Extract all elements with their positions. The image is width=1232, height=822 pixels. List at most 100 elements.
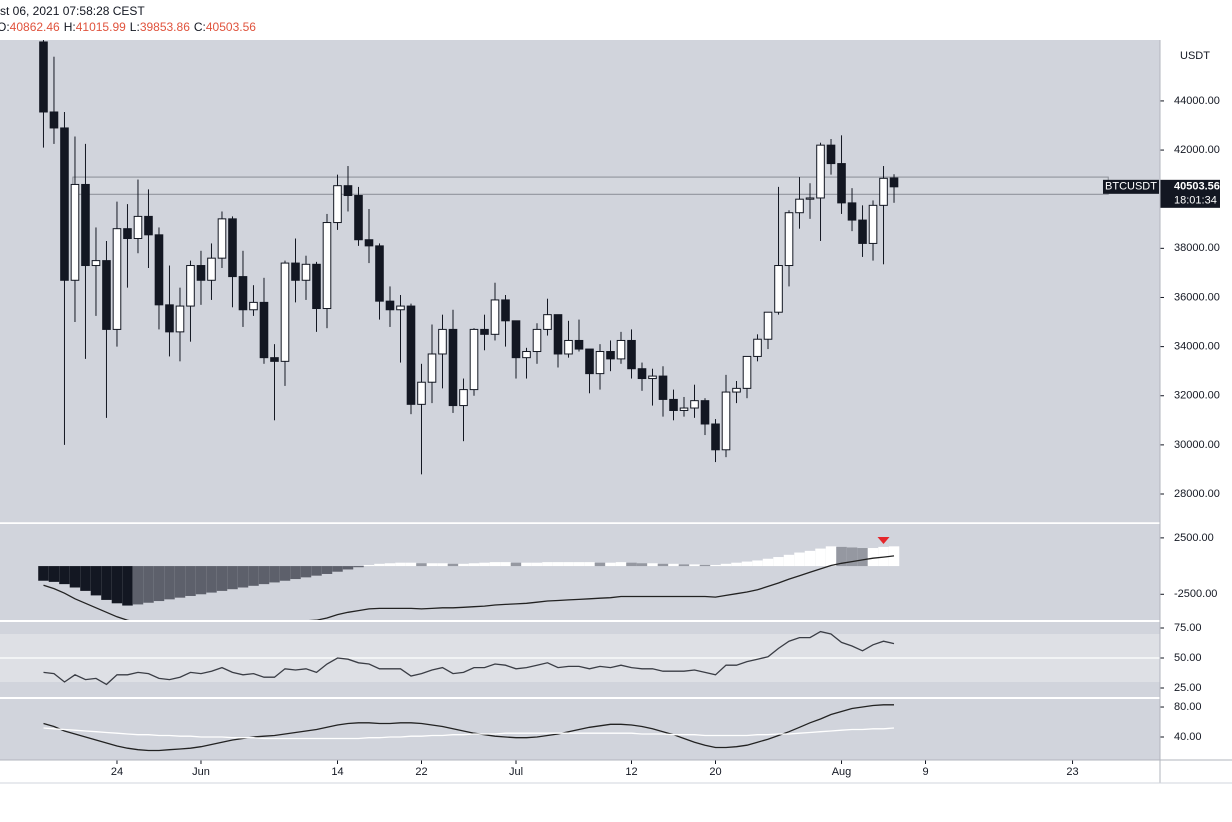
histogram-bar — [563, 562, 574, 567]
ohlc-label: C: — [194, 20, 206, 34]
candle-body — [658, 375, 668, 400]
histogram-bar — [846, 547, 858, 567]
candle-body — [511, 320, 521, 359]
ohlc-value: 40503.56 — [206, 20, 256, 34]
candle-body — [711, 423, 720, 451]
indicator-line — [43, 704, 894, 752]
y-tick-label: 32000.00 — [1174, 390, 1220, 402]
histogram-bar — [500, 562, 511, 567]
ohlc-value: 40862.46 — [10, 20, 60, 34]
histogram-bar — [731, 562, 742, 567]
candle-body — [60, 127, 69, 281]
candle-body — [186, 265, 195, 307]
indicator-line — [43, 630, 895, 686]
histogram-bar — [311, 566, 322, 576]
candle-body — [879, 177, 888, 206]
candle-body — [522, 351, 531, 359]
candle-body — [648, 375, 657, 380]
chart-title: st 06, 2021 07:58:28 CEST — [0, 4, 145, 18]
pane-bg — [0, 40, 1160, 523]
x-tick-label: 22 — [415, 766, 427, 778]
histogram-bar — [531, 562, 543, 567]
candle-body — [742, 355, 752, 389]
candle-body — [123, 228, 132, 240]
x-tick-label: 24 — [111, 766, 123, 778]
histogram-bar — [248, 566, 259, 586]
resistance-zone — [72, 176, 1109, 195]
histogram-bar — [626, 562, 637, 567]
y-tick-label: 25.00 — [1174, 682, 1202, 694]
countdown: 18:01:34 — [1174, 195, 1217, 207]
histogram-bar — [773, 557, 784, 567]
candle-body — [784, 212, 794, 267]
candle-body — [490, 299, 500, 335]
candle-body — [795, 198, 804, 214]
histogram-bar — [195, 566, 207, 595]
y-tick-label: 36000.00 — [1174, 291, 1220, 303]
candle-body — [396, 305, 405, 311]
histogram-bar — [395, 562, 406, 567]
histogram-bar — [111, 566, 123, 604]
histogram-bar — [38, 566, 49, 581]
candle-body — [721, 391, 731, 451]
candle-body — [637, 368, 647, 380]
y-tick-label: -2500.00 — [1174, 588, 1217, 600]
histogram-bar — [321, 566, 333, 574]
histogram-bar — [710, 564, 721, 567]
candle-body — [774, 265, 783, 313]
candle-body — [700, 400, 710, 425]
candle-body — [354, 195, 363, 241]
candle-body — [679, 407, 689, 411]
candle-body — [301, 263, 311, 281]
ohlc-label: O: — [0, 20, 10, 34]
ohlc-value: 41015.99 — [76, 20, 126, 34]
histogram-bar — [374, 563, 385, 567]
candle-body — [690, 400, 699, 409]
candle-body — [858, 219, 867, 244]
candle-body — [564, 339, 573, 355]
histogram-bar — [342, 566, 354, 570]
candle-body — [280, 262, 290, 362]
candle-body — [826, 144, 836, 165]
histogram-bar — [353, 566, 364, 568]
histogram-bar — [720, 563, 732, 567]
candle-body — [312, 263, 321, 310]
candle-body — [375, 245, 384, 302]
histogram-bar — [636, 563, 648, 567]
time-axis-bg — [0, 760, 1232, 783]
y-tick-label: 75.00 — [1174, 622, 1202, 634]
candle-body — [438, 328, 447, 355]
candle-body — [459, 389, 468, 407]
x-tick-label: 12 — [625, 766, 637, 778]
histogram-bar — [216, 566, 228, 591]
candle-body — [133, 215, 143, 240]
y-tick-label: 30000.00 — [1174, 439, 1220, 451]
pane — [0, 630, 1160, 686]
histogram-bar — [741, 561, 753, 567]
histogram-bar — [405, 562, 417, 567]
histogram-bar — [132, 566, 144, 605]
y-tick-label: 34000.00 — [1174, 341, 1220, 353]
y-tick-label: 28000.00 — [1174, 488, 1220, 500]
histogram-bar — [552, 562, 564, 567]
x-tick-label: 9 — [922, 766, 928, 778]
candle-body — [291, 262, 300, 281]
indicator-line — [43, 727, 895, 740]
histogram-bar — [164, 566, 175, 600]
candle-body — [732, 387, 741, 393]
x-tick-label: Jun — [192, 766, 210, 778]
histogram-bar — [815, 548, 826, 567]
candle-body — [270, 357, 279, 362]
histogram-bar — [689, 564, 700, 567]
candle-body — [837, 163, 846, 204]
candle-body — [627, 339, 636, 370]
candle-body — [81, 183, 90, 267]
candle-body — [39, 41, 48, 113]
candle-body — [343, 185, 353, 197]
histogram-bar — [584, 562, 595, 567]
histogram-bar — [857, 548, 868, 567]
candle-body — [144, 215, 153, 236]
histogram-bar — [573, 562, 585, 567]
histogram-bar — [269, 566, 280, 583]
